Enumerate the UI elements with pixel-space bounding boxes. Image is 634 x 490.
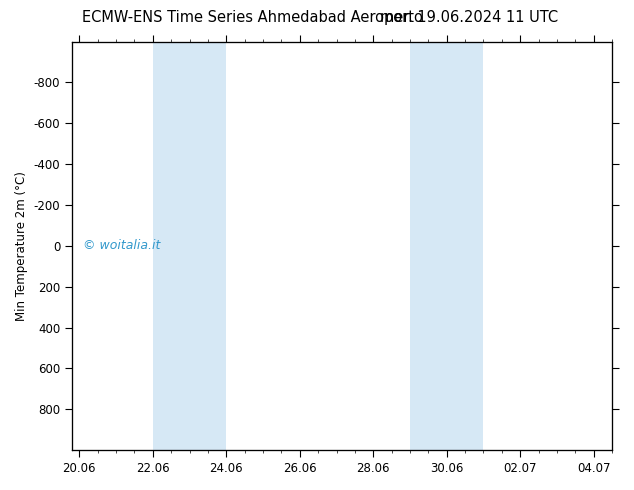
- Text: © woitalia.it: © woitalia.it: [83, 240, 160, 252]
- Bar: [153, 42, 226, 450]
- Text: ECMW-ENS Time Series Ahmedabad Aeroporto: ECMW-ENS Time Series Ahmedabad Aeroporto: [82, 10, 424, 25]
- Text: mer. 19.06.2024 11 UTC: mer. 19.06.2024 11 UTC: [380, 10, 558, 25]
- Bar: [410, 42, 484, 450]
- Y-axis label: Min Temperature 2m (°C): Min Temperature 2m (°C): [15, 171, 28, 321]
